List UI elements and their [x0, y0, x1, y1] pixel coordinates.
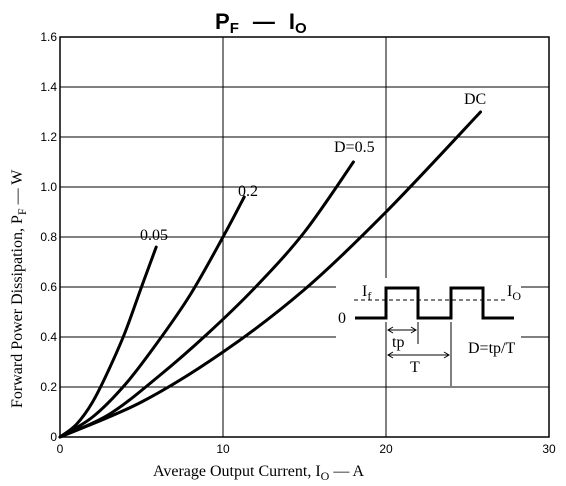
series-group [58, 110, 482, 439]
x-tick-label: 10 [216, 442, 230, 456]
y-tick-label: 1.2 [40, 130, 57, 144]
y-tick-label: 0 [50, 430, 57, 444]
tp-label: tp [392, 334, 404, 351]
waveform-inset: If IO 0 tp T D=tp/T [336, 278, 521, 386]
series-label-0.2: 0.2 [238, 183, 258, 200]
y-tick-label: 0.4 [40, 330, 57, 344]
series-label-d0.5: D=0.5 [334, 139, 375, 156]
y-tick-label: 1.0 [40, 180, 57, 194]
tp-arrowhead-left [387, 326, 394, 334]
series-label-0.05: 0.05 [140, 227, 168, 244]
duty-cycle-label: D=tp/T [468, 340, 515, 357]
x-tick-label: 20 [379, 442, 393, 456]
inset-background [336, 278, 521, 374]
t-arrowhead-right [443, 351, 450, 359]
y-tick-label: 1.6 [40, 30, 57, 44]
x-tick-label: 0 [57, 442, 64, 456]
x-axis-label: Average Output Current, IO — A [153, 463, 364, 483]
y-axis-ticks: 0 0.2 0.4 0.6 0.8 1.0 1.2 1.4 1.6 [40, 30, 57, 444]
t-label: T [410, 359, 420, 376]
series-curve-0.2 [58, 195, 246, 439]
series-curve-d0.5 [58, 160, 355, 439]
t-arrowhead-left [387, 351, 394, 359]
series-curve-dc [58, 110, 482, 439]
y-tick-label: 0.6 [40, 280, 57, 294]
y-axis-label: Forward Power Dissipation, PF — W [9, 169, 29, 408]
series-curve-0.05 [58, 245, 158, 439]
y-tick-label: 0.8 [40, 230, 57, 244]
if-label: If [362, 283, 371, 303]
io-label: IO [507, 283, 521, 303]
x-tick-label: 30 [542, 442, 556, 456]
chart-title: PF — IO [215, 9, 307, 37]
series-label-dc: DC [464, 91, 486, 108]
y-tick-label: 1.4 [40, 80, 57, 94]
y-tick-label: 0.2 [40, 380, 57, 394]
plot-frame [59, 36, 550, 438]
x-axis-ticks: 0 10 20 30 [57, 442, 556, 456]
tp-arrowhead-right [410, 326, 417, 334]
pulse-waveform [355, 286, 514, 320]
zero-level-label: 0 [338, 310, 346, 327]
